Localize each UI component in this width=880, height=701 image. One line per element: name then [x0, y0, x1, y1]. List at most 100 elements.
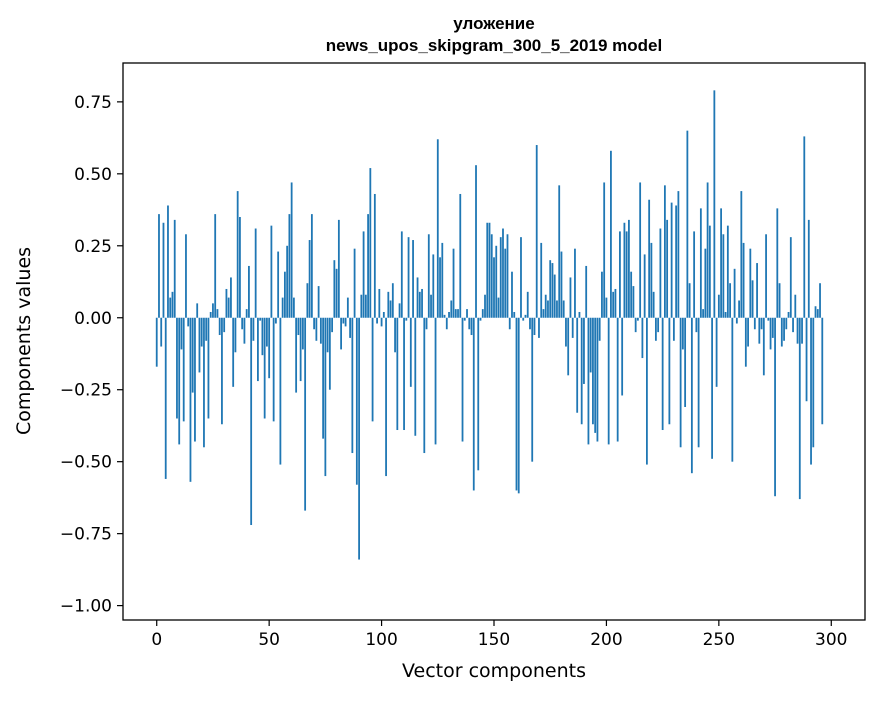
bar-13 — [185, 234, 187, 318]
bar-6 — [169, 297, 172, 318]
bar-269 — [760, 317, 763, 330]
bar-182 — [565, 317, 567, 347]
bar-212 — [632, 286, 635, 318]
bar-127 — [441, 242, 444, 318]
bar-134 — [457, 309, 459, 318]
bar-261 — [742, 242, 745, 318]
bar-245 — [706, 182, 709, 318]
bar-38 — [241, 317, 244, 330]
bar-265 — [751, 280, 754, 318]
bar-43 — [252, 317, 255, 341]
bar-274 — [771, 317, 774, 338]
bar-187 — [576, 317, 579, 413]
bar-293 — [814, 306, 817, 318]
y-tick-label: 0.75 — [74, 93, 112, 113]
bar-98 — [376, 317, 378, 324]
bar-66 — [304, 317, 307, 511]
bar-209 — [625, 231, 628, 318]
bar-15 — [189, 317, 192, 482]
bar-91 — [360, 294, 363, 318]
bar-100 — [380, 317, 383, 327]
bar-147 — [486, 222, 489, 318]
bar-129 — [445, 317, 448, 330]
bar-192 — [587, 317, 590, 445]
bar-49 — [266, 317, 268, 347]
bars-group — [155, 90, 824, 560]
bar-101 — [382, 311, 385, 318]
bar-173 — [544, 294, 547, 318]
bar-81 — [337, 219, 340, 318]
bar-275 — [774, 317, 776, 497]
bar-225 — [661, 317, 664, 431]
bar-292 — [812, 317, 815, 448]
y-tick-label: −0.25 — [60, 381, 112, 401]
bar-90 — [358, 317, 360, 560]
bar-24 — [209, 311, 212, 318]
bar-99 — [378, 288, 381, 318]
bar-102 — [385, 317, 387, 477]
bar-160 — [515, 317, 518, 491]
bar-200 — [605, 297, 608, 318]
bar-199 — [603, 182, 606, 318]
bar-273 — [769, 317, 772, 350]
bar-171 — [540, 242, 543, 318]
bar-213 — [634, 317, 637, 333]
y-tick-label: 0.00 — [74, 309, 112, 329]
bar-158 — [511, 271, 513, 318]
bar-123 — [432, 254, 435, 318]
bar-262 — [744, 317, 747, 367]
bar-162 — [520, 237, 522, 318]
bar-41 — [248, 265, 250, 318]
bar-3 — [162, 222, 165, 318]
bar-151 — [495, 245, 498, 318]
bar-230 — [672, 317, 675, 341]
bar-156 — [506, 234, 509, 318]
bar-115 — [414, 317, 417, 436]
bar-64 — [299, 317, 302, 382]
bar-21 — [203, 317, 205, 448]
bar-185 — [571, 317, 574, 338]
bar-195 — [594, 317, 597, 433]
bar-247 — [711, 317, 713, 459]
bar-36 — [236, 191, 239, 318]
bar-208 — [623, 222, 626, 318]
bar-163 — [522, 317, 525, 321]
bar-136 — [461, 317, 464, 442]
bar-135 — [459, 193, 462, 318]
bar-62 — [295, 317, 298, 393]
bar-16 — [191, 317, 194, 393]
bar-234 — [681, 317, 684, 350]
bar-47 — [261, 317, 264, 356]
x-tick-label: 150 — [478, 630, 510, 650]
y-axis-ticks: −1.00 −0.75 −0.50 −0.25 0.00 0.25 0.50 0.75 — [60, 93, 123, 617]
bar-232 — [677, 191, 680, 318]
y-tick-label: 0.50 — [74, 165, 112, 185]
bar-288 — [803, 136, 806, 318]
bar-73 — [319, 317, 322, 344]
bar-2 — [160, 317, 163, 347]
bar-76 — [326, 317, 329, 353]
bar-181 — [562, 300, 565, 318]
bar-177 — [553, 274, 556, 318]
bar-268 — [758, 317, 761, 344]
bar-55 — [279, 317, 282, 465]
bar-103 — [387, 291, 390, 318]
bar-227 — [666, 219, 669, 318]
chart-title: уложение — [453, 14, 534, 33]
bar-106 — [394, 317, 396, 353]
bar-82 — [340, 317, 342, 350]
bar-270 — [762, 317, 765, 376]
bar-52 — [272, 317, 275, 422]
bar-148 — [488, 222, 491, 318]
bar-14 — [187, 317, 190, 327]
bar-29 — [221, 317, 223, 425]
bar-63 — [297, 317, 300, 336]
bar-54 — [277, 251, 280, 318]
bar-172 — [542, 309, 545, 318]
bar-216 — [641, 317, 644, 359]
bar-286 — [798, 317, 801, 500]
bar-0 — [155, 317, 158, 367]
y-tick-label: −1.00 — [60, 597, 112, 617]
bar-264 — [749, 248, 752, 318]
